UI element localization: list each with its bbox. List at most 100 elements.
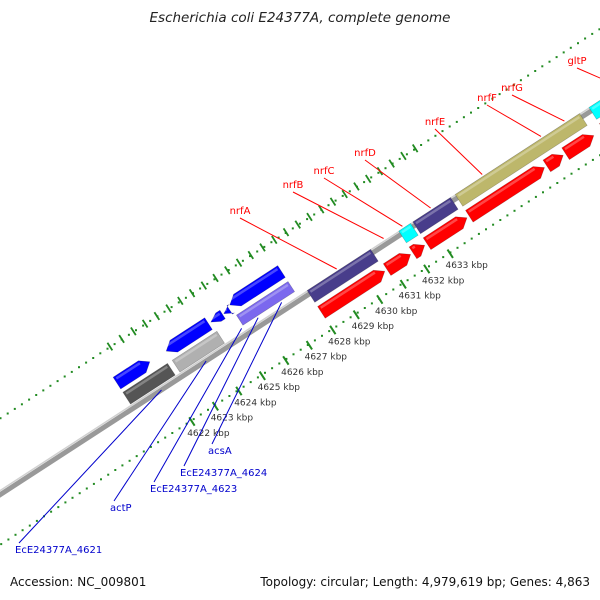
- top-tick-dot: [85, 361, 88, 364]
- top-major-tick: [200, 281, 208, 290]
- cds-lightgray: [171, 330, 225, 373]
- top-tick-dot: [313, 213, 316, 216]
- bottom-tick-dot: [21, 529, 24, 532]
- gene-label-nrfb[interactable]: nrfB: [283, 180, 304, 191]
- gene-label-actp[interactable]: actP: [110, 503, 132, 514]
- gene-label-ece24377a_4623[interactable]: EcE24377A_4623: [150, 484, 237, 495]
- cds-nrfE-olive: [454, 113, 588, 207]
- top-major-tick: [188, 288, 196, 298]
- cds-nrfD-shine: [425, 218, 458, 241]
- gene-label-ece24377a_4621[interactable]: EcE24377A_4621: [15, 545, 102, 556]
- bottom-tick-dot: [185, 422, 188, 425]
- top-tick-dot: [35, 394, 38, 396]
- top-tick-dot: [584, 37, 587, 40]
- bottom-tick-dot: [470, 237, 473, 240]
- top-tick-dot: [13, 407, 16, 410]
- cds-acsA-light: [235, 281, 296, 326]
- bottom-tick-dot: [313, 339, 316, 342]
- top-tick-dot: [306, 218, 309, 221]
- bottom-tick-dot: [363, 307, 366, 309]
- cds-nrfF-shine: [545, 155, 555, 163]
- leader-line-nrfb: [292, 191, 384, 239]
- gene-label-nrff[interactable]: nrfF: [477, 93, 497, 104]
- leader-line-gltp: [576, 67, 600, 79]
- major-tick: [446, 248, 454, 259]
- bottom-tick-dot: [456, 246, 459, 249]
- bottom-tick-dot: [485, 228, 487, 231]
- top-major-tick: [294, 220, 301, 229]
- bottom-tick-dot: [50, 510, 53, 513]
- bottom-tick-dot: [492, 223, 495, 226]
- bottom-tick-dot: [0, 543, 3, 546]
- gene-label-acsa[interactable]: acsA: [208, 446, 232, 457]
- bottom-tick-dot: [342, 320, 345, 323]
- bottom-tick-dot: [242, 385, 245, 388]
- top-tick-dot: [327, 204, 330, 207]
- gene-label-gltp[interactable]: gltP: [567, 56, 586, 67]
- leader-line-acsa: [211, 302, 283, 445]
- top-major-tick: [235, 258, 243, 267]
- top-major-tick: [318, 205, 325, 214]
- bottom-tick-dot: [28, 524, 31, 527]
- top-tick-dot: [184, 296, 187, 299]
- top-tick-dot: [334, 199, 337, 202]
- major-tick: [376, 294, 384, 305]
- gene-label-nrfc[interactable]: nrfC: [314, 166, 335, 177]
- bottom-tick-dot: [149, 445, 152, 448]
- gene-label-nrfe[interactable]: nrfE: [425, 117, 445, 128]
- bottom-tick-dot: [577, 168, 580, 171]
- top-tick-dot: [405, 153, 408, 156]
- major-tick: [211, 401, 219, 411]
- top-major-tick: [141, 319, 149, 328]
- leader-line-nrfg: [511, 94, 565, 122]
- bottom-tick-dot: [406, 279, 409, 282]
- gene-label-nrfd[interactable]: nrfD: [354, 148, 376, 159]
- bottom-tick-dot: [199, 413, 202, 416]
- bottom-tick-dot: [335, 325, 338, 328]
- cds-acsA-shine: [228, 268, 279, 302]
- top-tick-dot: [491, 97, 494, 100]
- tick-label: 4627 kbp: [305, 353, 348, 363]
- top-tick-dot: [113, 343, 116, 346]
- bottom-tick-dot: [520, 205, 523, 208]
- cds-nrfC-shine: [411, 245, 416, 250]
- top-tick-dot: [78, 366, 80, 369]
- bottom-tick-dot: [85, 487, 88, 490]
- top-tick-dot: [569, 46, 572, 49]
- top-tick-dot: [534, 70, 537, 72]
- cds-nrfE-olive-shine: [457, 116, 581, 197]
- major-tick: [282, 355, 290, 366]
- bottom-tick-dot: [171, 432, 174, 434]
- top-tick-dot: [591, 32, 594, 35]
- top-tick-dot: [206, 282, 209, 285]
- leader-line-nrff: [486, 104, 542, 137]
- bottom-tick-dot: [463, 242, 466, 245]
- top-tick-dot: [505, 88, 508, 91]
- top-major-tick: [271, 235, 278, 245]
- top-tick-dot: [170, 306, 173, 309]
- gene-label-nrfa[interactable]: nrfA: [230, 206, 251, 217]
- cds-nrfE: [465, 166, 545, 223]
- bottom-tick-dot: [78, 492, 81, 495]
- top-tick-dot: [377, 171, 380, 174]
- top-tick-dot: [448, 125, 451, 128]
- top-major-tick: [224, 266, 231, 275]
- top-tick-dot: [99, 352, 102, 355]
- top-major-tick: [259, 243, 266, 252]
- top-major-tick: [177, 296, 184, 306]
- tick-label: 4624 kbp: [234, 398, 277, 408]
- accession-text: Accession: NC_009801: [10, 575, 147, 589]
- top-tick-dot: [470, 111, 472, 114]
- bottom-tick-dot: [192, 418, 195, 421]
- cds-forward: [210, 309, 226, 323]
- top-tick-dot: [135, 329, 137, 332]
- top-tick-dot: [384, 167, 387, 170]
- tick-label: 4630 kbp: [375, 307, 418, 317]
- bottom-tick-dot: [57, 506, 60, 509]
- gene-label-nrfg[interactable]: nrfG: [501, 83, 523, 94]
- major-tick: [399, 279, 407, 289]
- gene-label-ece24377a_4624[interactable]: EcE24377A_4624: [180, 468, 267, 479]
- major-tick: [423, 264, 431, 274]
- tick-label: 4628 kbp: [328, 337, 371, 347]
- cds-forward: [112, 360, 151, 390]
